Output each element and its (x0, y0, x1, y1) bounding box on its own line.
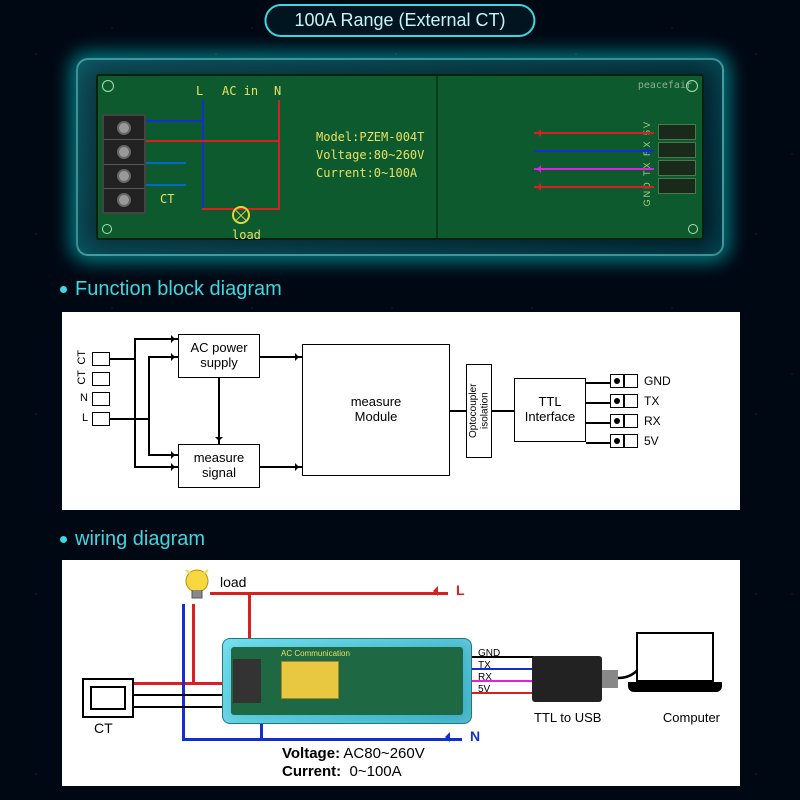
wd-computer-icon (636, 632, 722, 692)
section-header-fbd: Function block diagram (60, 278, 282, 301)
fbd-ac-power-box: AC power supply (178, 334, 260, 378)
fbd-ttl-box: TTL Interface (514, 378, 586, 442)
section-header-wd: wiring diagram (60, 528, 205, 551)
fbd-out-tx: TX (644, 394, 659, 408)
wd-module: AC Communication (222, 638, 472, 724)
model-line: Model:PZEM-004T (316, 130, 424, 144)
input-terminal-block (102, 114, 146, 214)
wd-computer-label: Computer (663, 710, 720, 725)
terminal-l-label: L (196, 84, 203, 98)
load-lamp-icon (232, 206, 250, 224)
range-title-text: 100A Range (External CT) (294, 10, 505, 30)
load-label: load (232, 228, 261, 242)
fbd-input-ct1: CT (76, 350, 88, 365)
terminal-n-label: N (274, 84, 281, 98)
wd-l-label: L (456, 582, 465, 598)
ttl-pin-header (658, 124, 696, 194)
wd-load-label: load (220, 574, 246, 590)
terminal-acin-label: AC in (222, 84, 258, 98)
wd-ttl-usb-adapter (532, 656, 602, 702)
wd-ct-label: CT (94, 720, 113, 736)
brand-label: peacefair (638, 80, 692, 91)
fbd-out-rx: RX (644, 414, 661, 428)
load-bulb-icon (182, 568, 212, 611)
fbd-input-n: N (80, 392, 88, 404)
fbd-measure-signal-box: measure signal (178, 444, 260, 488)
ct-label: CT (160, 192, 174, 206)
fbd-input-ct2: CT (76, 370, 88, 385)
wd-module-label: AC Communication (281, 649, 350, 658)
fbd-opto-box: Optocoupler isolation (466, 364, 492, 458)
fbd-input-l: L (82, 412, 88, 424)
voltage-line: Voltage:80~260V (316, 148, 424, 162)
current-line: Current:0~100A (316, 166, 417, 180)
fbd-measure-module-box: measure Module (302, 344, 450, 476)
fbd-out-5v: 5V (644, 434, 659, 448)
wd-spec: Voltage: AC80~260V Current: 0~100A (282, 745, 425, 783)
wd-ttl-usb-label: TTL to USB (534, 710, 601, 725)
device-illustration: L AC in N CT load Model:PZEM-004T Voltag… (76, 58, 724, 256)
wd-n-label: N (470, 728, 480, 744)
wiring-diagram: load L N CT AC Communication GND TX RX 5… (62, 560, 740, 786)
function-block-diagram: CT CT N L AC power supply measure signal… (62, 312, 740, 510)
range-title-badge: 100A Range (External CT) (264, 4, 535, 37)
fbd-out-gnd: GND (644, 374, 671, 388)
wd-ct-icon (82, 678, 134, 718)
device-pcb: L AC in N CT load Model:PZEM-004T Voltag… (96, 74, 704, 240)
